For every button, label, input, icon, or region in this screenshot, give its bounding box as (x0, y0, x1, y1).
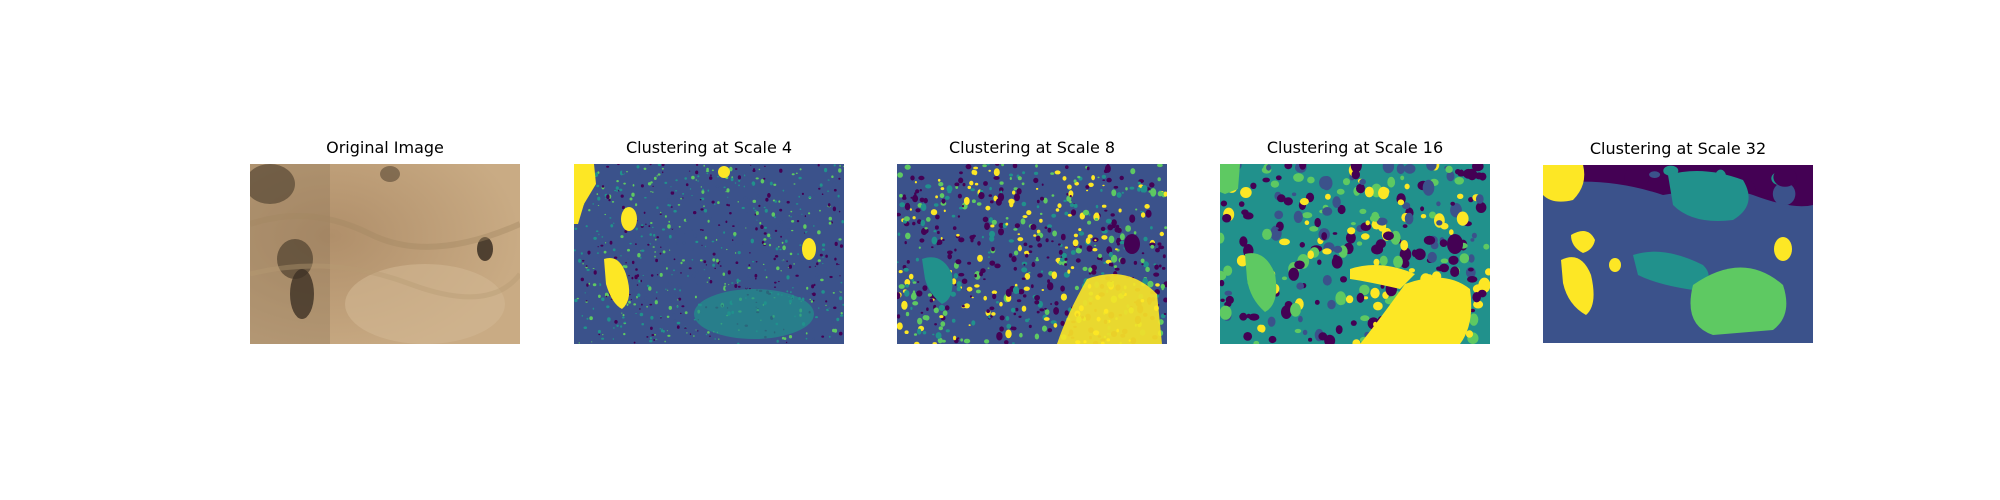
panel-title: Clustering at Scale 4 (625, 138, 793, 157)
panel-title: Clustering at Scale 8 (948, 138, 1116, 157)
panel-title: Original Image (326, 138, 444, 157)
cluster-map-scale-8 (897, 164, 1167, 344)
cluster-map-scale-32 (1543, 165, 1813, 343)
original-image (250, 164, 520, 344)
panel-scale-16: Clustering at Scale 16 (1220, 138, 1490, 344)
panel-title: Clustering at Scale 16 (1266, 138, 1444, 157)
panel-original: Original Image (250, 138, 520, 344)
panel-scale-4: Clustering at Scale 4 (574, 138, 844, 344)
panel-scale-32: Clustering at Scale 32 (1543, 139, 1813, 345)
cluster-map-scale-4 (574, 164, 844, 344)
panel-title: Clustering at Scale 32 (1589, 139, 1767, 158)
panel-scale-8: Clustering at Scale 8 (897, 138, 1167, 344)
cluster-map-scale-16 (1220, 164, 1490, 344)
